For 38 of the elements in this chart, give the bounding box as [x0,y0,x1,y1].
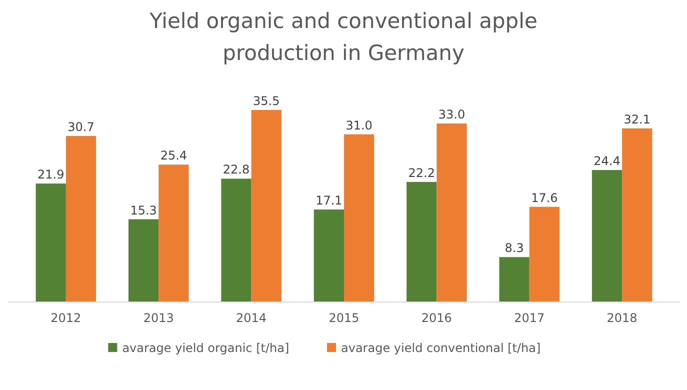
bar [66,136,96,302]
bar [36,184,66,302]
bar [251,110,282,302]
data-label: 30.7 [68,120,94,134]
data-label: 17.6 [531,190,558,205]
data-label: 35.5 [253,94,280,108]
bar [344,134,374,302]
x-tick-label: 2012 [50,311,82,325]
bar [158,164,189,302]
data-label: 32.1 [624,112,650,126]
bar [221,178,252,302]
data-label: 8.3 [504,241,524,256]
bar [406,182,437,302]
chart-title: Yield organic and conventional apple production in Germany [148,9,538,65]
data-label: 25.4 [160,148,188,163]
data-label: 31.0 [346,118,372,132]
x-tick-label: 2017 [514,311,545,325]
bar [436,124,467,302]
bar [592,170,622,302]
x-tick-label: 2016 [421,311,452,325]
data-label: 15.3 [130,203,157,218]
data-label: 22.2 [408,166,435,180]
bar [314,210,344,302]
legend-label: avarage yield organic [t/ha] [122,341,290,355]
data-label: 17.1 [316,194,342,208]
bar [499,257,530,302]
bar [529,206,560,302]
data-label: 22.8 [222,162,250,177]
x-tick-label: 2018 [606,311,638,325]
data-label: 21.9 [38,168,64,182]
legend-label: avarage yield conventional [t/ha] [341,341,541,355]
data-label: 33.0 [438,108,466,122]
x-tick-label: 2013 [143,311,174,325]
bar [128,219,159,302]
x-tick-label: 2014 [236,311,267,325]
x-tick-label: 2015 [328,311,360,325]
data-label: 24.4 [594,154,620,168]
bar [622,128,652,302]
